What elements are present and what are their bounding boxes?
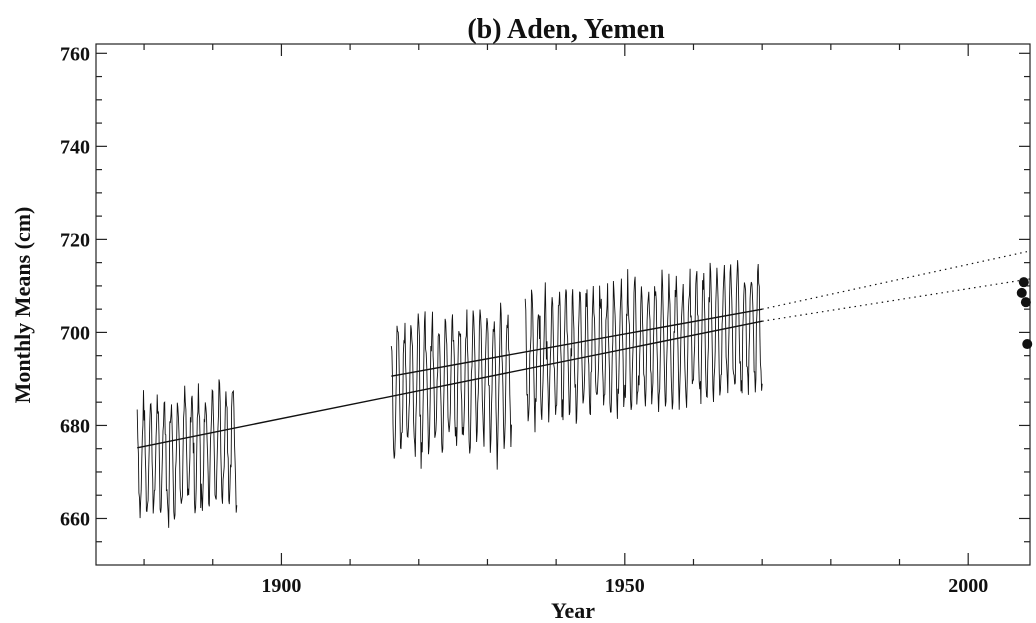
chart-title: (b) Aden, Yemen (467, 14, 665, 45)
tick-labels: 660 680 700 720 740 760 1900 1950 2000 (60, 43, 988, 597)
series-segment (524, 260, 763, 433)
y-tick-label: 700 (60, 322, 90, 344)
y-tick-label: 740 (60, 136, 90, 158)
monthly-means-series (136, 260, 763, 528)
observation-point (1016, 287, 1027, 298)
trend-extrapolation (762, 250, 1031, 310)
trend-extrapolation (762, 278, 1031, 322)
trend-line (137, 320, 763, 449)
axis-ticks (96, 44, 1030, 565)
recent-observations (1016, 277, 1033, 350)
observation-point (1022, 339, 1033, 350)
y-axis-label: Monthly Means (cm) (10, 207, 35, 404)
observation-point (1020, 297, 1031, 308)
trend-lines (137, 250, 1031, 449)
series-segment (136, 379, 238, 528)
x-tick-label: 2000 (948, 575, 988, 597)
observation-point (1018, 277, 1029, 288)
y-tick-label: 720 (60, 229, 90, 251)
x-tick-label: 1900 (261, 575, 301, 597)
x-axis-label: Year (551, 598, 595, 623)
y-tick-label: 760 (60, 43, 90, 65)
y-tick-label: 680 (60, 415, 90, 437)
x-tick-label: 1950 (605, 575, 645, 597)
trend-line (391, 308, 763, 377)
y-tick-label: 660 (60, 508, 90, 530)
series-segment (390, 302, 512, 470)
